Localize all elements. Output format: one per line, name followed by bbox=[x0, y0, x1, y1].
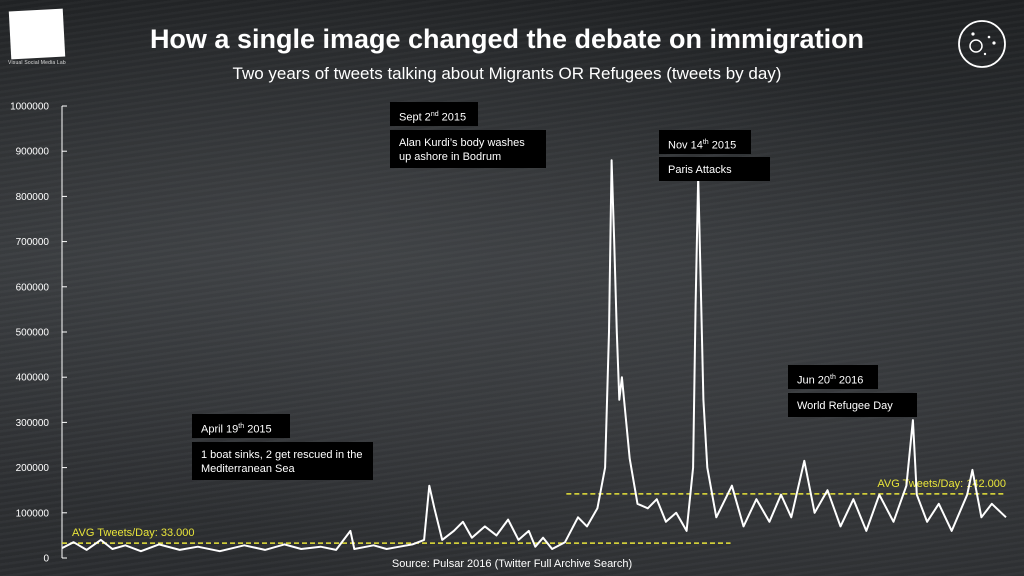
annotation-text-nov: Paris Attacks bbox=[659, 157, 770, 181]
y-tick-label: 0 bbox=[43, 554, 49, 565]
tweets-series-line bbox=[61, 159, 1007, 553]
y-tick-label: 600000 bbox=[16, 282, 50, 293]
annotation-text-april: 1 boat sinks, 2 get rescued in the Medit… bbox=[192, 442, 373, 480]
chart-title: How a single image changed the debate on… bbox=[149, 24, 865, 54]
annotation-date-april: April 19th 2015 bbox=[192, 414, 290, 438]
annotation-date-nov: Nov 14th 2015 bbox=[659, 130, 751, 154]
annotation-text-sept: Alan Kurdi’s body washes up ashore in Bo… bbox=[390, 130, 546, 168]
y-tick-label: 400000 bbox=[16, 373, 50, 384]
y-tick-label: 900000 bbox=[16, 147, 50, 158]
annotation-date-sept: Sept 2nd 2015 bbox=[390, 102, 478, 126]
average-label: AVG Tweets/Day: 33.000 bbox=[72, 527, 195, 539]
average-label: AVG Tweets/Day: 142.000 bbox=[877, 478, 1006, 490]
annotation-date-jun: Jun 20th 2016 bbox=[788, 365, 878, 389]
source-note: Source: Pulsar 2016 (Twitter Full Archiv… bbox=[391, 558, 633, 570]
y-tick-label: 300000 bbox=[16, 418, 50, 429]
annotation-text-jun: World Refugee Day bbox=[788, 393, 917, 417]
y-tick-label: 100000 bbox=[16, 508, 50, 519]
y-tick-label: 1000000 bbox=[10, 102, 49, 113]
logo-caption: Visual Social Media Lab bbox=[8, 60, 66, 66]
chart-subtitle: Two years of tweets talking about Migran… bbox=[232, 64, 782, 83]
circle-dots-icon bbox=[958, 20, 1006, 68]
y-tick-label: 700000 bbox=[16, 237, 50, 248]
y-tick-label: 800000 bbox=[16, 192, 50, 203]
y-tick-label: 500000 bbox=[16, 328, 50, 339]
y-tick-label: 200000 bbox=[16, 463, 50, 474]
